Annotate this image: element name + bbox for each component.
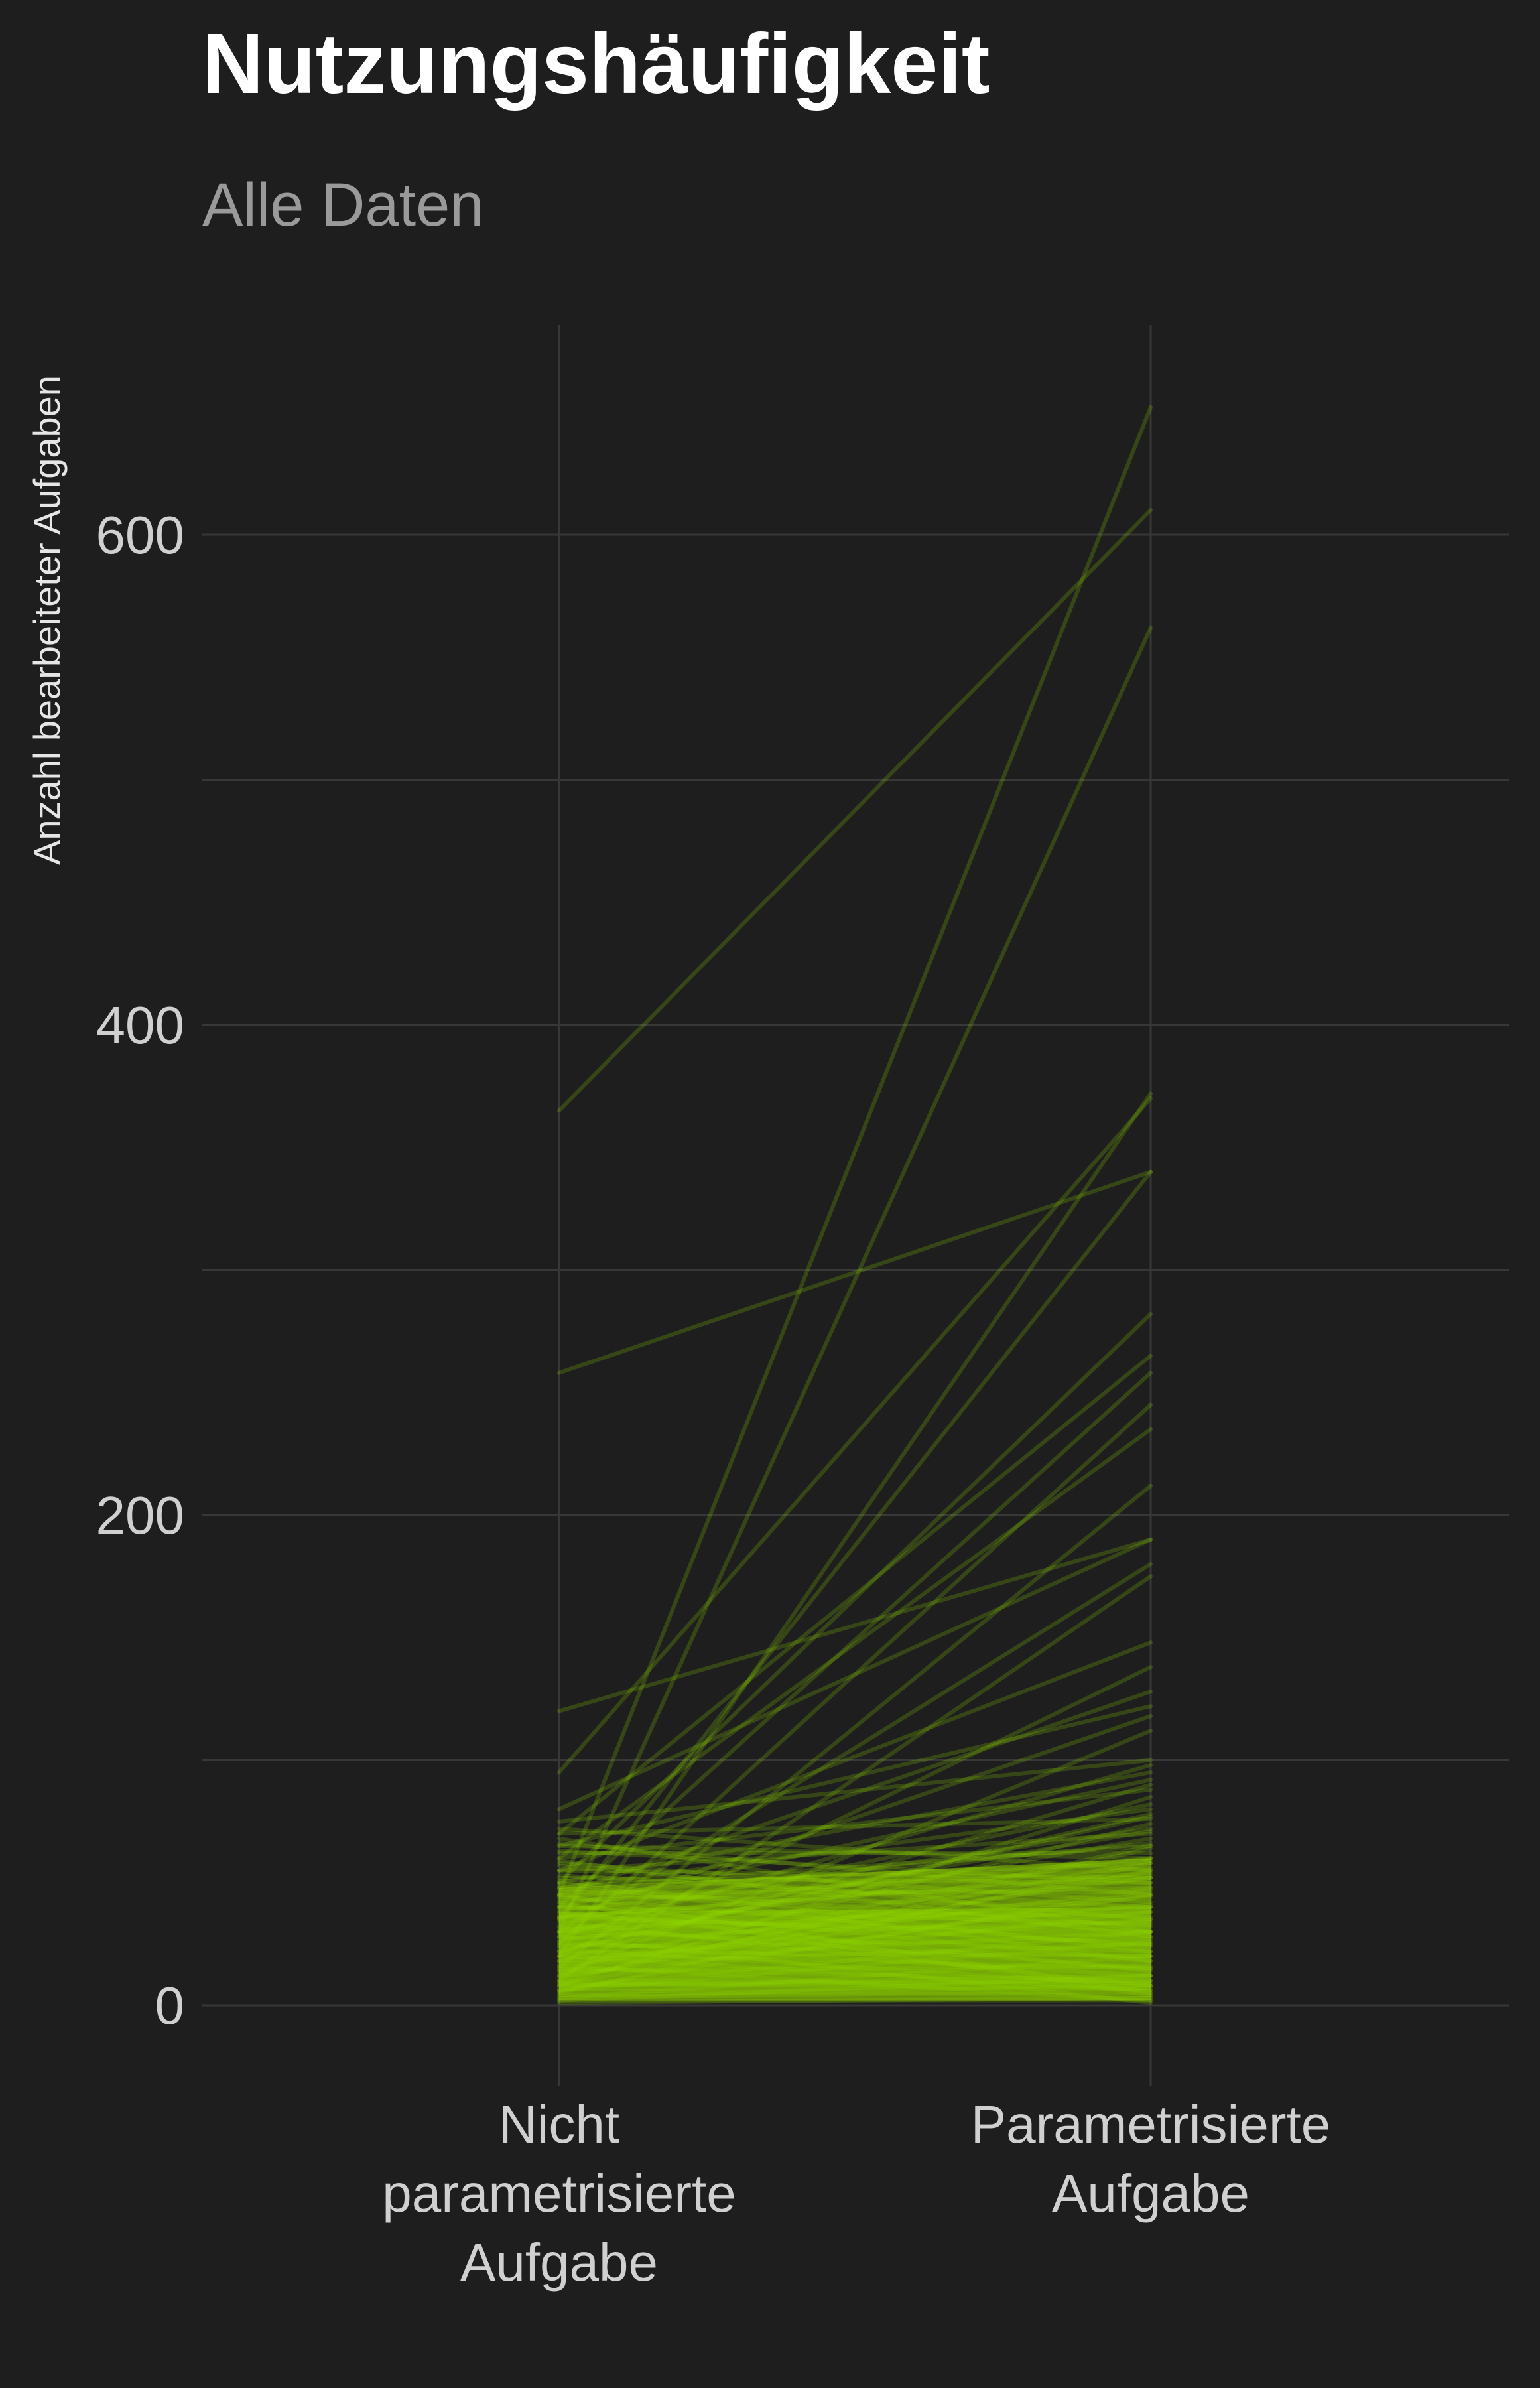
series-line bbox=[557, 1817, 1153, 1836]
series-line bbox=[557, 1353, 1153, 1836]
series-line bbox=[557, 1843, 1153, 1861]
dense-band-core bbox=[559, 1907, 1151, 1991]
series-line bbox=[557, 1169, 1153, 1375]
series-line bbox=[557, 508, 1153, 1113]
series-line bbox=[557, 1770, 1153, 1885]
series-line bbox=[557, 1704, 1153, 1848]
y-tick-label: 400 bbox=[96, 996, 184, 1055]
series-line bbox=[557, 1537, 1153, 1812]
grid bbox=[202, 325, 1509, 2086]
series-line bbox=[557, 1807, 1153, 1890]
series-line bbox=[557, 1427, 1153, 1861]
chart-subtitle: Alle Daten bbox=[202, 171, 483, 239]
series-line bbox=[557, 1370, 1153, 1910]
series-line bbox=[557, 1758, 1153, 1824]
series-line bbox=[557, 1402, 1153, 1946]
dense-band bbox=[559, 1858, 1151, 2001]
x-tick-label: Parametrisierte Aufgabe bbox=[971, 2095, 1330, 2223]
series-line bbox=[557, 1096, 1153, 1774]
y-tick-label: 600 bbox=[96, 505, 184, 564]
x-tick-label: Nicht parametrisierte Aufgabe bbox=[382, 2095, 736, 2292]
y-axis-label: Anzahl bearbeiteter Aufgaben bbox=[26, 375, 68, 865]
series-line bbox=[557, 405, 1153, 1897]
series-line bbox=[557, 1690, 1153, 1897]
series-line bbox=[557, 1831, 1153, 1873]
y-tick-label: 200 bbox=[96, 1486, 184, 1545]
x-tick-labels: Nicht parametrisierte Aufgabe Parametrisier… bbox=[382, 2095, 1330, 2292]
chart-title: Nutzungshäufigkeit bbox=[202, 17, 990, 111]
series-line bbox=[557, 1843, 1153, 1890]
series-line bbox=[557, 1312, 1153, 1885]
series-line bbox=[557, 1169, 1153, 1922]
series-line bbox=[557, 1787, 1153, 1861]
series-line bbox=[557, 1091, 1153, 1959]
y-tick-labels: 0 200 400 600 bbox=[96, 505, 184, 2035]
series-line bbox=[557, 626, 1153, 1934]
series-line bbox=[557, 1640, 1153, 1873]
series-lines bbox=[557, 405, 1153, 2005]
series-line bbox=[557, 1537, 1153, 1713]
series-line bbox=[557, 1561, 1153, 1934]
y-tick-label: 0 bbox=[155, 1976, 185, 2035]
